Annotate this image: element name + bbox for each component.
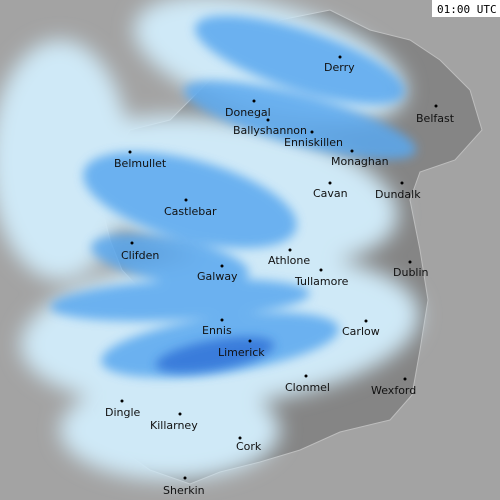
place-label: Ennis	[202, 324, 232, 337]
place-label: Donegal	[225, 106, 271, 119]
place-label: Monaghan	[331, 155, 389, 168]
place-label: Derry	[324, 61, 355, 74]
place-label: Athlone	[268, 254, 310, 267]
place-label: Enniskillen	[284, 136, 343, 149]
place-labels: Derry Donegal Ballyshannon Enniskillen B…	[105, 61, 455, 497]
place-label: Sherkin	[163, 484, 205, 497]
place-label: Dundalk	[375, 188, 421, 201]
place-label: Limerick	[218, 346, 265, 359]
place-markers	[120, 55, 438, 480]
place-label: Ballyshannon	[233, 124, 307, 137]
place-label: Carlow	[342, 325, 380, 338]
place-label: Killarney	[150, 419, 198, 432]
place-label: Belmullet	[114, 157, 167, 170]
place-label: Cavan	[313, 187, 348, 200]
timestamp-box	[432, 0, 500, 17]
place-label: Cork	[236, 440, 262, 453]
place-label: Tullamore	[294, 275, 349, 288]
place-label: Clifden	[121, 249, 159, 262]
rain-heavy	[155, 336, 275, 374]
place-label: Dublin	[393, 266, 429, 279]
place-label: Wexford	[371, 384, 416, 397]
place-label: Castlebar	[164, 205, 217, 218]
place-label: Clonmel	[285, 381, 330, 394]
place-label: Belfast	[416, 112, 455, 125]
place-label: Dingle	[105, 406, 141, 419]
timestamp: 01:00 UTC	[437, 3, 497, 16]
place-label: Galway	[197, 270, 238, 283]
